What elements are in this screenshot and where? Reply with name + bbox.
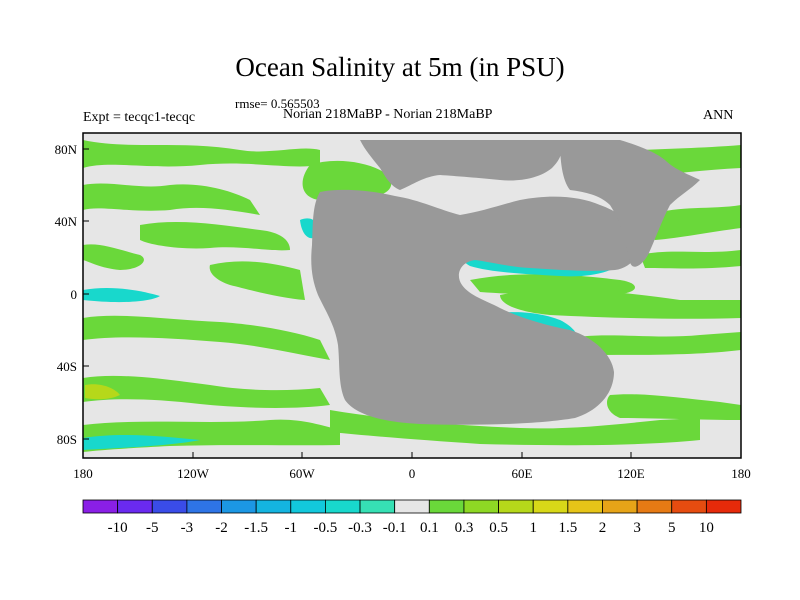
x-tick-label: 120E: [617, 466, 645, 481]
colorbar-label: -0.1: [383, 520, 407, 536]
salinity-band: [640, 250, 741, 269]
figure-title: Ocean Salinity at 5m (in PSU): [235, 52, 565, 82]
colorbar-label: 5: [668, 520, 676, 536]
x-tick-label: 60W: [289, 466, 315, 481]
salinity-band: [607, 394, 741, 420]
colorbar-label: 0.5: [489, 520, 508, 536]
salinity-band: [140, 222, 290, 251]
colorbar-swatch: [117, 499, 153, 514]
colorbar-label: -3: [181, 520, 194, 536]
salinity-band: [83, 375, 330, 408]
colorbar-label: 0.1: [420, 520, 439, 536]
colorbar-label: 2: [599, 520, 607, 536]
x-tick-label: 60E: [512, 466, 533, 481]
colorbar-swatch: [82, 499, 119, 514]
colorbar-label: -1.5: [244, 520, 268, 536]
x-tick-label: 180: [731, 466, 751, 481]
x-tick-label: 0: [409, 466, 416, 481]
colorbar-swatch: [221, 499, 257, 514]
salinity-band: [330, 410, 700, 446]
colorbar-label: -10: [108, 520, 128, 536]
salinity-band: [83, 244, 144, 270]
y-tick-label: 40N: [55, 214, 78, 229]
salinity-band: [470, 274, 635, 296]
colorbar-label: -0.3: [348, 520, 372, 536]
colorbar-swatch: [325, 499, 361, 514]
rmse-label: rmse= 0.565503: [235, 96, 320, 111]
experiment-label: Expt = tecqc1-tecqc: [83, 110, 196, 125]
salinity-band: [302, 160, 392, 200]
salinity-band: [500, 289, 741, 319]
colorbar-label: -2: [215, 520, 228, 536]
x-tick-label: 180: [73, 466, 93, 481]
colorbar-swatch: [498, 499, 534, 514]
colorbar-label: 10: [699, 520, 714, 536]
y-tick-label: 0: [71, 287, 78, 302]
colorbar-swatch: [290, 499, 326, 514]
land-mass: [311, 189, 641, 425]
colorbar-swatch: [636, 499, 673, 514]
colorbar-label: -0.5: [314, 520, 338, 536]
subtitle-label: Norian 218MaBP - Norian 218MaBP: [283, 107, 493, 122]
colorbar-swatch: [359, 499, 396, 514]
colorbar-swatch: [532, 499, 569, 514]
salinity-band: [83, 140, 320, 168]
y-tick-label: 80N: [55, 142, 78, 157]
salinity-band: [83, 287, 160, 303]
x-axis-labels: 180 120W 60W 0 60E 120E 180: [73, 466, 751, 481]
colorbar-swatch: [567, 499, 603, 514]
colorbar-label: -5: [146, 520, 159, 536]
salinity-band: [209, 261, 305, 300]
land-mass: [560, 140, 700, 267]
land-mass: [360, 140, 563, 190]
salinity-band: [83, 315, 330, 360]
colorbar-swatch: [255, 499, 292, 514]
colorbar-swatch: [428, 499, 465, 514]
y-axis-labels: 80N 40N 0 40S 80S: [55, 142, 78, 447]
colorbar-label: 1.5: [558, 520, 577, 536]
colorbar: -10 -5 -3 -2 -1.5 -1 -0.5 -0.3 -0.1 0.1 0.3 0.5 1 1.5…: [82, 499, 742, 536]
colorbar-label: -1: [285, 520, 298, 536]
salinity-band: [83, 183, 260, 215]
colorbar-swatch: [463, 499, 499, 514]
colorbar-label: 0.3: [455, 520, 474, 536]
colorbar-swatch: [705, 499, 742, 514]
colorbar-swatch: [671, 499, 707, 514]
axis-tick-marks: [82, 148, 742, 458]
salinity-band: [560, 332, 741, 355]
season-label: ANN: [703, 108, 734, 123]
colorbar-swatch: [151, 499, 188, 514]
salinity-band: [646, 205, 741, 240]
map-plot-area: [83, 133, 741, 458]
y-tick-label: 40S: [57, 359, 77, 374]
colorbar-swatch: [186, 499, 222, 514]
colorbar-label: 3: [633, 520, 641, 536]
colorbar-label: 1: [529, 520, 537, 536]
colorbar-swatch: [394, 499, 430, 514]
salinity-band: [85, 384, 120, 400]
x-tick-label: 120W: [177, 466, 210, 481]
colorbar-swatch: [602, 499, 638, 514]
salinity-band: [83, 434, 200, 450]
y-tick-label: 80S: [57, 432, 77, 447]
